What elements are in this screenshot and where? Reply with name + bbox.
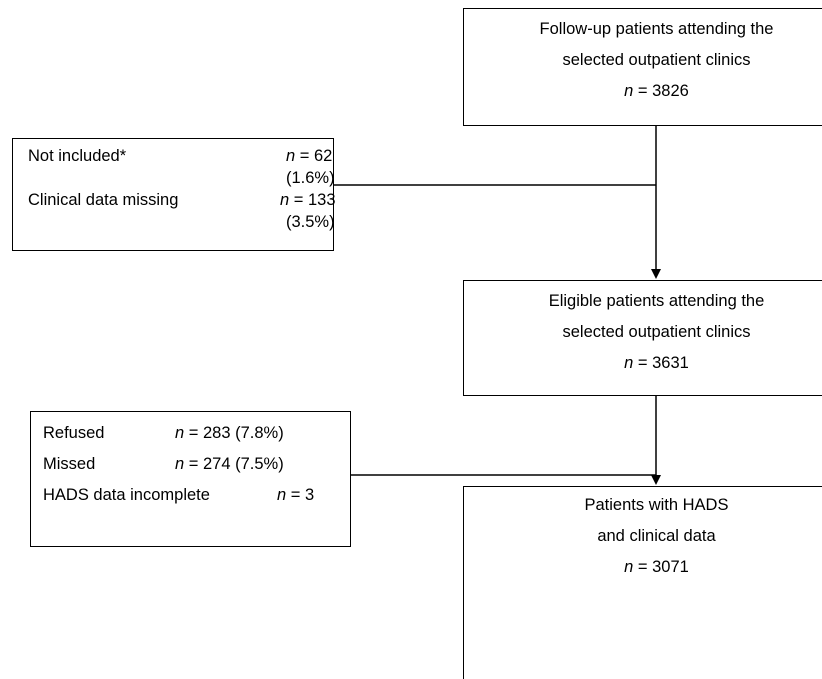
flow-box-followup-line1: Follow-up patients attending the xyxy=(539,20,774,38)
exclusion-row-hads-incomplete: HADS data incomplete n = 3 xyxy=(43,484,350,515)
flow-box-eligible: Eligible patients attending the selected… xyxy=(463,280,822,396)
flow-box-eligible-count: n = 3631 xyxy=(464,348,822,379)
n-symbol: n xyxy=(175,424,185,442)
exclusion-row-missed: Missed n = 274 (7.5%) xyxy=(43,453,350,484)
n-value: = 62 xyxy=(295,147,333,165)
n-value: = 3 xyxy=(286,486,315,504)
exclusion-count: n = 274 (7.5%) xyxy=(175,453,284,475)
n-value: = 274 (7.5%) xyxy=(184,455,284,473)
n-value: = 3071 xyxy=(633,558,689,576)
exclusion-row-refused: Refused n = 283 (7.8%) xyxy=(43,422,350,453)
flow-box-eligible-line2: selected outpatient clinics xyxy=(562,323,751,341)
n-symbol: n xyxy=(286,147,296,165)
exclusion-label: Not included* xyxy=(28,147,127,165)
exclusion-count: n = 62 xyxy=(286,145,332,167)
n-symbol: n xyxy=(624,558,634,576)
exclusion-row-not-included-pct: (1.6%) xyxy=(28,167,335,189)
flow-box-followup-line2: selected outpatient clinics xyxy=(562,51,751,69)
exclusion-label: Clinical data missing xyxy=(28,191,179,209)
n-symbol: n xyxy=(175,455,185,473)
n-symbol: n xyxy=(624,82,634,100)
flow-box-final-line2: and clinical data xyxy=(597,527,716,545)
exclusion-box-refused: Refused n = 283 (7.8%) Missed n = 274 (7… xyxy=(30,411,351,547)
exclusion-label: HADS data incomplete xyxy=(43,486,210,504)
exclusion-count: n = 3 xyxy=(277,484,314,506)
flow-box-followup: Follow-up patients attending the selecte… xyxy=(463,8,822,126)
n-value: = 133 xyxy=(289,191,336,209)
flow-box-final: Patients with HADS and clinical data n =… xyxy=(463,486,822,679)
exclusion-row-clinical-missing: Clinical data missing n = 133 xyxy=(28,189,336,211)
exclusion-label: Refused xyxy=(43,424,105,442)
n-symbol: n xyxy=(280,191,290,209)
exclusion-count: n = 283 (7.8%) xyxy=(175,422,284,444)
exclusion-count: n = 133 xyxy=(280,189,336,211)
flow-box-followup-count: n = 3826 xyxy=(464,76,822,107)
n-value: = 3631 xyxy=(633,354,689,372)
exclusion-percent: (1.6%) xyxy=(286,169,335,187)
n-symbol: n xyxy=(277,486,287,504)
exclusion-label: Missed xyxy=(43,455,96,473)
exclusion-row-not-included: Not included* n = 62 xyxy=(28,145,333,167)
flow-box-eligible-line1: Eligible patients attending the xyxy=(548,292,765,310)
exclusion-box-not-included: Not included* n = 62 (1.6%) Clinical dat… xyxy=(12,138,336,251)
n-value: = 283 (7.8%) xyxy=(184,424,284,442)
flow-box-final-line1: Patients with HADS xyxy=(584,496,729,514)
n-symbol: n xyxy=(624,354,634,372)
exclusion-row-clinical-missing-pct: (3.5%) xyxy=(28,211,335,233)
exclusion-percent: (3.5%) xyxy=(286,213,335,231)
n-value: = 3826 xyxy=(633,82,689,100)
flow-box-final-count: n = 3071 xyxy=(464,552,822,583)
